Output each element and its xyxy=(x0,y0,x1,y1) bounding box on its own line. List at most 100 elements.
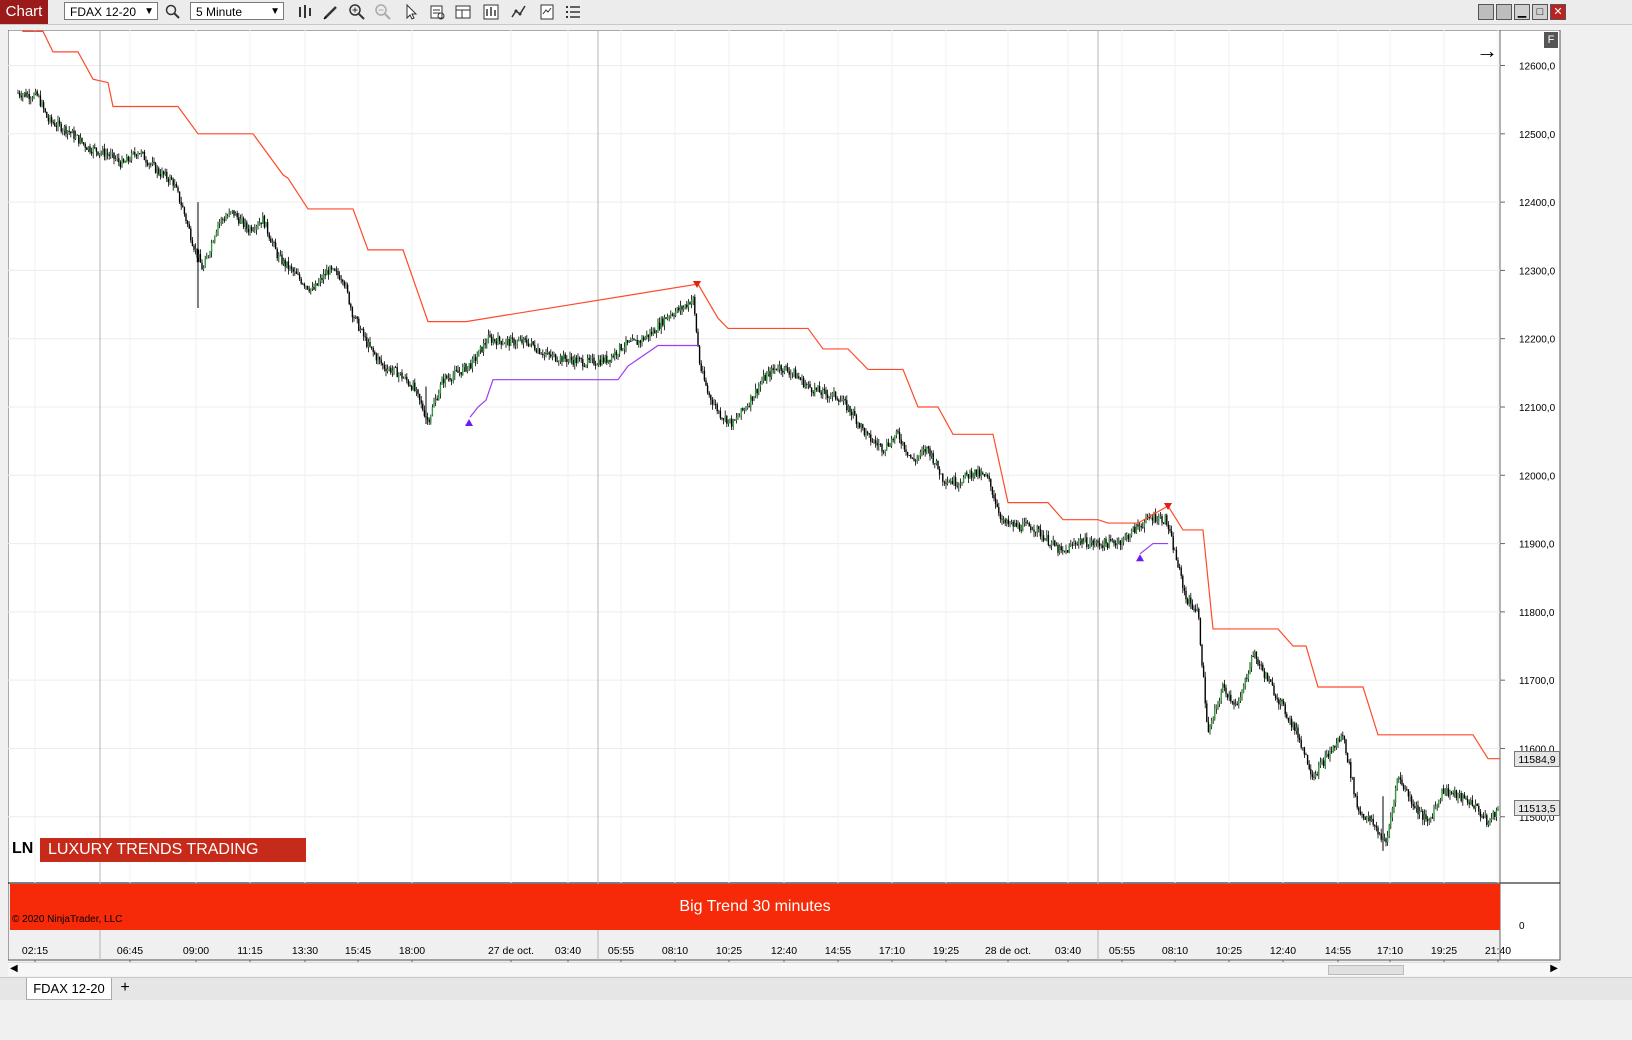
add-tab-button[interactable]: + xyxy=(120,979,130,996)
candle-body xyxy=(23,92,26,95)
candle-body xyxy=(775,368,778,370)
candle-body xyxy=(897,431,899,433)
candle-body xyxy=(943,481,946,483)
candle-body xyxy=(188,223,190,229)
candle-body xyxy=(148,163,150,166)
candle-body xyxy=(934,463,936,465)
candle-body xyxy=(1420,810,1422,812)
candle-body xyxy=(153,161,155,164)
candle-body xyxy=(1358,807,1360,812)
candle-body xyxy=(1343,736,1346,740)
candle-body xyxy=(178,191,181,203)
candle-body xyxy=(596,364,598,366)
candle-body xyxy=(524,338,526,340)
zoom-out-icon[interactable] xyxy=(374,3,392,21)
candle-body xyxy=(1473,805,1475,809)
indicators-icon[interactable] xyxy=(510,3,528,21)
data-box-icon[interactable] xyxy=(428,3,446,21)
search-icon[interactable] xyxy=(164,3,182,21)
candle-body xyxy=(457,370,459,373)
scroll-right-icon[interactable]: ▶ xyxy=(1550,963,1558,974)
candle-body xyxy=(1159,515,1162,518)
candle-body xyxy=(692,296,694,300)
candle-body xyxy=(60,123,62,132)
candle-body xyxy=(1305,754,1307,756)
templates-icon[interactable] xyxy=(538,3,556,21)
pointer-icon[interactable] xyxy=(402,3,420,21)
candle-body xyxy=(898,432,901,440)
candle-body xyxy=(703,370,706,381)
candle-body xyxy=(1310,769,1312,775)
candle-body xyxy=(724,415,726,420)
tile-window-button[interactable] xyxy=(1496,4,1512,20)
candle-body xyxy=(394,366,397,368)
x-tick-label: 11:15 xyxy=(237,945,263,957)
candle-body xyxy=(657,322,659,333)
chart-title-tab[interactable]: Chart xyxy=(0,0,48,24)
properties-icon[interactable] xyxy=(454,3,472,21)
candle-body xyxy=(316,283,318,286)
candle-body xyxy=(1340,735,1342,742)
candle-body xyxy=(132,152,134,153)
candle-body xyxy=(377,357,379,361)
bar-style-icon[interactable] xyxy=(296,3,314,21)
candle-body xyxy=(1300,739,1302,748)
candle-body xyxy=(825,390,827,395)
candle-body xyxy=(1218,700,1221,704)
instrument-selector[interactable]: FDAX 12-20 ▼ xyxy=(64,2,158,20)
candle-body xyxy=(1412,804,1414,807)
arrow-right-icon[interactable]: → xyxy=(1476,38,1498,63)
candle-body xyxy=(417,389,419,394)
candle-body xyxy=(780,365,782,371)
candle-body xyxy=(207,255,210,257)
x-tick-label: 28 de oct. xyxy=(985,945,1031,957)
minimize-button[interactable]: ▁ xyxy=(1514,4,1530,20)
candle-body xyxy=(865,431,867,436)
candle-body xyxy=(1242,684,1245,693)
candle-body xyxy=(1089,542,1091,547)
tab-fdax[interactable]: FDAX 12-20 xyxy=(26,978,112,1000)
candlesticks xyxy=(17,88,1499,851)
candle-body xyxy=(508,339,510,346)
candle-body xyxy=(1169,529,1171,531)
candle-body xyxy=(874,440,877,443)
candle-body xyxy=(658,322,661,329)
pencil-icon[interactable] xyxy=(322,3,340,21)
scrollbar-thumb[interactable] xyxy=(1328,965,1404,975)
candle-body xyxy=(1409,796,1411,798)
candle-body xyxy=(870,434,872,442)
candle-body xyxy=(964,472,966,478)
zoom-in-icon[interactable] xyxy=(348,3,366,21)
scroll-left-icon[interactable]: ◀ xyxy=(10,963,18,974)
chart-options-button[interactable]: F xyxy=(1544,32,1558,48)
horizontal-scrollbar[interactable]: ◀ ▶ xyxy=(8,962,1560,976)
candle-body xyxy=(503,343,506,345)
candle-body xyxy=(873,440,875,442)
candle-body xyxy=(972,474,974,478)
candle-body xyxy=(137,153,139,157)
restore-window-button[interactable] xyxy=(1478,4,1494,20)
candle-body xyxy=(263,215,266,228)
chart-area[interactable]: 12600,0 12500,0 12400,0 12300,0 12200,0 12100… xyxy=(8,30,1632,1018)
candle-body xyxy=(1036,526,1038,533)
maximize-button[interactable]: □ xyxy=(1532,4,1548,20)
price-chart[interactable]: 12600,0 12500,0 12400,0 12300,0 12200,0 12100… xyxy=(8,30,1632,1018)
candle-body xyxy=(415,389,418,391)
menu-icon[interactable] xyxy=(564,3,582,21)
close-button[interactable]: ✕ xyxy=(1550,4,1566,20)
candle-body xyxy=(212,241,214,243)
big-trend-panel: Big Trend 30 minutes © 2020 NinjaTrader,… xyxy=(10,884,1500,930)
candle-body xyxy=(327,270,330,275)
candle-body xyxy=(466,366,469,372)
candle-body xyxy=(1383,838,1386,840)
candle-body xyxy=(1046,535,1048,539)
candle-body xyxy=(82,142,85,144)
candle-body xyxy=(710,395,712,401)
candle-body xyxy=(868,433,870,435)
strategies-icon[interactable] xyxy=(482,3,500,21)
candle-body xyxy=(783,366,786,373)
interval-selector[interactable]: 5 Minute ▼ xyxy=(190,2,284,20)
candle-body xyxy=(1487,822,1490,825)
candle-body xyxy=(1431,817,1434,819)
panel-y-tick-label: 0 xyxy=(1519,921,1525,932)
